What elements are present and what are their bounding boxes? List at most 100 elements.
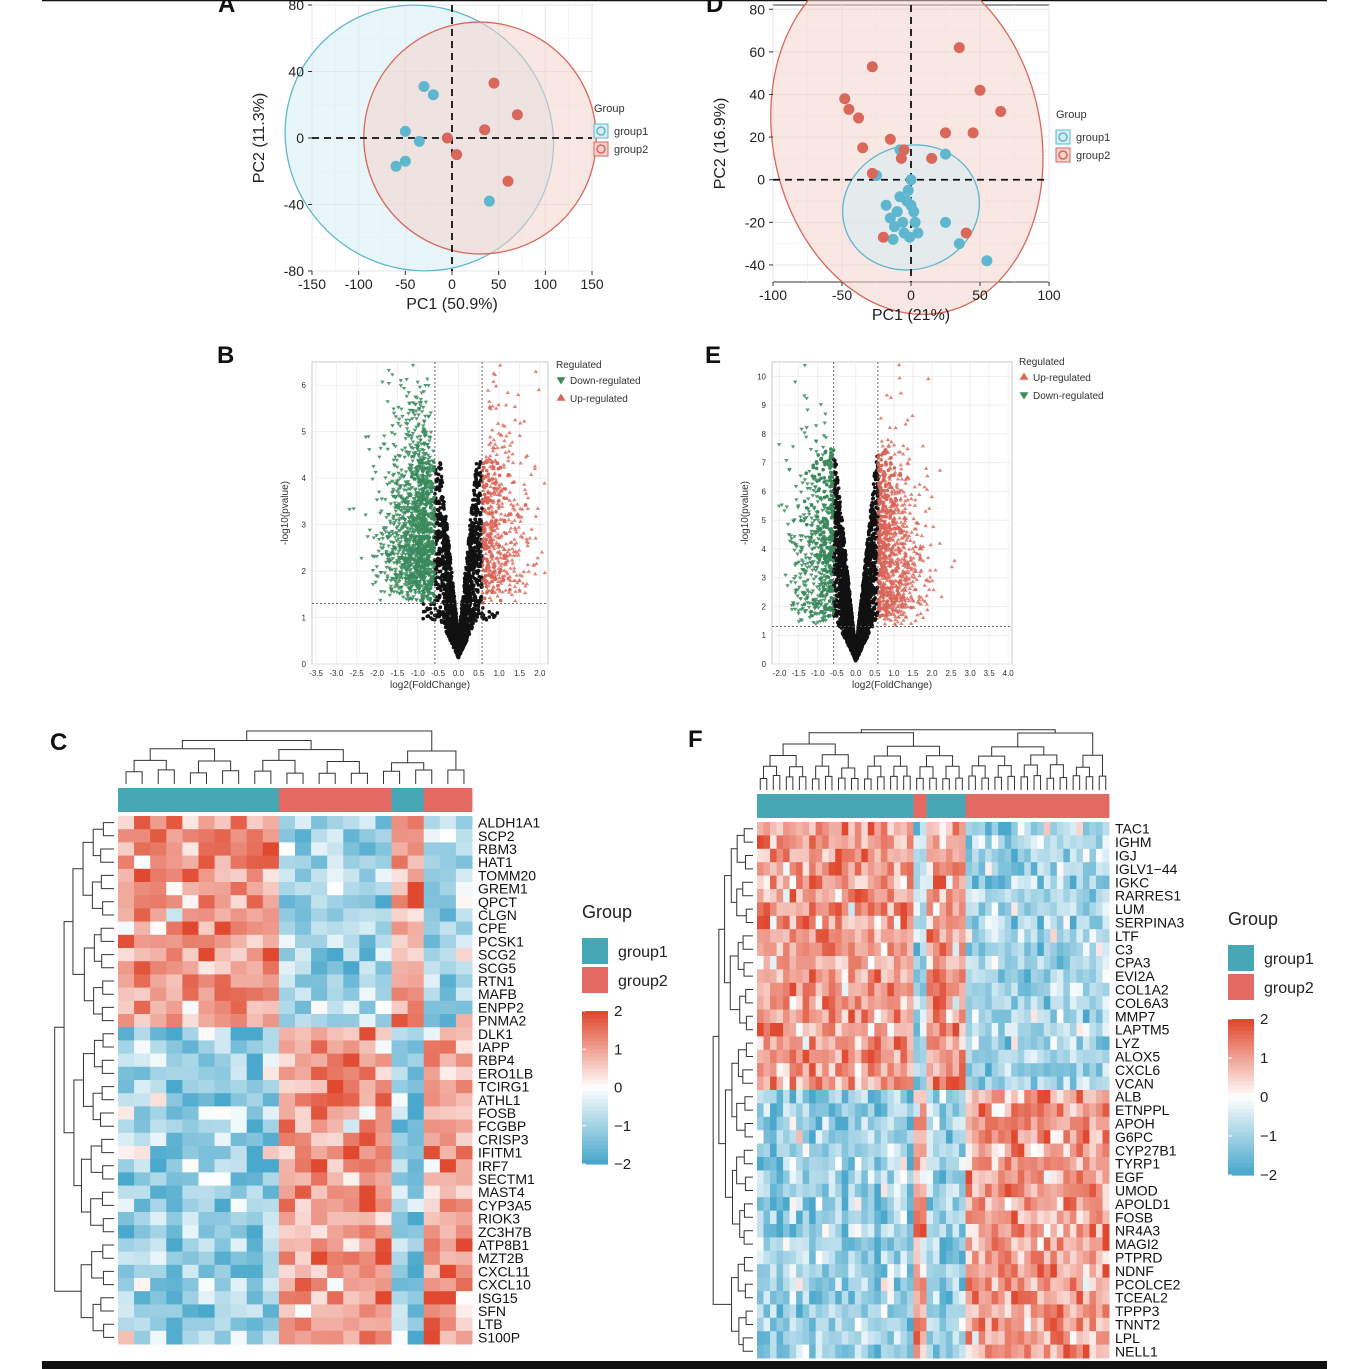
volcano-point [470, 547, 475, 551]
volcano-point [435, 507, 440, 512]
volcano-point [469, 538, 474, 543]
volcano-point [494, 510, 498, 514]
volcano-point-down [387, 519, 393, 524]
volcano-point-down [426, 586, 431, 591]
volcano-point [468, 523, 472, 528]
x-tick-label: 0.0 [453, 669, 465, 678]
volcano-point-down [417, 488, 422, 492]
volcano-point-down [426, 592, 432, 597]
volcano-point [456, 651, 460, 656]
data-point-group2 [866, 167, 878, 179]
volcano-point [450, 583, 455, 587]
volcano-point-down [398, 476, 403, 481]
volcano-point [475, 558, 479, 562]
volcano-point-down [388, 584, 394, 589]
volcano-point [484, 483, 489, 488]
volcano-point [438, 479, 442, 483]
volcano-point [459, 616, 463, 620]
volcano-point [460, 642, 465, 647]
volcano-point [466, 557, 471, 561]
volcano-point [445, 601, 449, 606]
legend-label-group1: group1 [1076, 132, 1110, 144]
volcano-point [453, 626, 458, 631]
volcano-point [469, 554, 474, 559]
volcano-point [440, 578, 444, 583]
volcano-point [477, 601, 481, 606]
volcano-point [437, 549, 441, 553]
volcano-point [480, 538, 485, 543]
data-point-group2 [940, 127, 951, 139]
volcano-point [448, 556, 453, 560]
volcano-point-down [424, 462, 429, 466]
volcano-point [474, 476, 478, 480]
volcano-point [474, 520, 479, 525]
volcano-point-down [418, 404, 423, 408]
data-point-group2 [884, 133, 896, 145]
volcano-point [471, 488, 476, 493]
data-point-group2 [839, 93, 851, 105]
panel-letter-d: D [706, 0, 723, 18]
volcano-point [477, 578, 482, 583]
volcano-point [440, 541, 445, 545]
volcano-point-down [414, 598, 419, 602]
volcano-point [442, 516, 447, 520]
volcano-point [458, 623, 463, 627]
legend-marker-group1 [1058, 132, 1068, 142]
volcano-point [484, 468, 489, 473]
data-point-group1 [427, 89, 439, 101]
x-axis-title: PC1 (50.9%) [406, 296, 498, 313]
data-point-group1 [483, 195, 495, 207]
volcano-point [464, 640, 468, 644]
volcano-point [434, 559, 439, 564]
volcano-point [508, 587, 512, 592]
legend-key-group2 [593, 141, 609, 157]
data-point-group2 [895, 152, 907, 164]
y-tick-label: 80 [288, 0, 304, 13]
volcano-point-down [395, 558, 400, 563]
volcano-point-down [392, 585, 398, 589]
volcano-point [836, 486, 841, 490]
volcano-point [442, 518, 447, 523]
legend-label-group2: group2 [614, 144, 648, 156]
legend-title: Regulated [556, 360, 602, 371]
volcano-point [478, 478, 483, 483]
volcano-point [470, 614, 475, 618]
volcano-point [477, 491, 482, 496]
panel-letter-a: A [218, 0, 235, 18]
data-point-group2 [967, 127, 979, 139]
data-point-group1 [905, 199, 917, 211]
volcano-point [481, 476, 486, 481]
data-point-group2 [853, 112, 865, 124]
volcano-point [464, 606, 468, 611]
x-tick-label: -100 [759, 287, 787, 303]
volcano-point [475, 571, 480, 576]
volcano-point [472, 535, 477, 539]
volcano-point [444, 566, 449, 571]
volcano-point [421, 476, 425, 481]
volcano-point-down [393, 570, 398, 574]
volcano-point [484, 573, 488, 578]
volcano-point [465, 632, 469, 637]
x-tick-label: 150 [580, 276, 604, 292]
volcano-point [475, 485, 479, 490]
volcano-point [433, 535, 437, 540]
volcano-point [441, 505, 446, 510]
volcano-point [437, 593, 442, 598]
x-tick-label: -1.5 [391, 669, 405, 678]
volcano-point [444, 586, 448, 590]
volcano-point [440, 581, 444, 586]
volcano-point [475, 549, 479, 553]
volcano-point [495, 611, 500, 615]
volcano-point [443, 533, 448, 538]
volcano-chart-e: -2.0 -1.5 -1.0 -0.5 0.0 0.5 1.0 1.5 2.0 2.5 3.0 3.5… [740, 357, 1104, 691]
volcano-point-down [430, 509, 435, 513]
volcano-point [497, 473, 502, 478]
volcano-point [472, 557, 476, 561]
volcano-point [470, 591, 475, 596]
volcano-point [448, 591, 452, 596]
volcano-point [440, 554, 445, 558]
data-point-group2 [451, 149, 463, 161]
volcano-point-down [390, 373, 395, 377]
volcano-point [475, 482, 480, 487]
